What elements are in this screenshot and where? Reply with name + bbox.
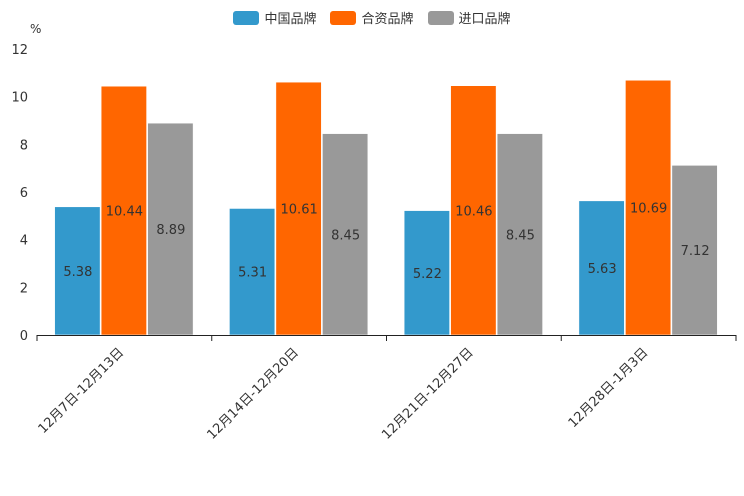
data-label: 7.12 (681, 244, 710, 259)
x-tick-label: 12月28日-1月3日 (566, 345, 652, 431)
legend-label-import-brand: 进口品牌 (458, 12, 511, 27)
x-tick-label: 12月21日-12月27日 (379, 345, 476, 442)
legend-label-joint-venture-brand: 合资品牌 (361, 12, 414, 27)
data-label: 5.22 (413, 267, 442, 282)
data-label: 10.44 (106, 205, 143, 220)
bar (578, 200, 625, 336)
legend-label-china-brand: 中国品牌 (264, 12, 317, 27)
data-label: 8.45 (506, 228, 535, 243)
bar (671, 165, 718, 336)
data-label: 5.63 (588, 262, 617, 277)
data-label: 5.31 (238, 266, 267, 281)
bar (147, 122, 194, 336)
x-tick-label: 12月7日-12月13日 (36, 345, 128, 437)
data-label: 10.69 (630, 202, 667, 217)
data-label: 5.38 (63, 265, 92, 280)
data-label: 8.45 (331, 228, 360, 243)
legend: 中国品牌 合资品牌 进口品牌 (0, 8, 744, 27)
bar (275, 81, 322, 336)
bar (322, 133, 369, 336)
y-tick-label: 12 (11, 43, 28, 58)
bar (54, 206, 101, 336)
y-axis-unit-label: % (30, 22, 42, 36)
legend-swatch-china-brand (233, 10, 260, 25)
y-tick-label: 10 (11, 91, 28, 106)
legend-swatch-joint-venture-brand (330, 10, 357, 25)
y-tick-label: 6 (20, 186, 28, 201)
bar (625, 79, 672, 336)
data-label: 8.89 (156, 223, 185, 238)
bar (496, 133, 543, 336)
y-tick-label: 8 (20, 138, 28, 153)
x-tick-label: 12月14日-12月20日 (204, 345, 301, 442)
data-label: 10.46 (455, 204, 492, 219)
y-tick-label: 2 (20, 281, 28, 296)
bar (100, 85, 147, 336)
y-tick-label: 0 (20, 329, 28, 344)
bar (403, 210, 450, 336)
legend-item-import-brand[interactable]: 进口品牌 (427, 8, 511, 27)
y-tick-label: 4 (20, 234, 28, 249)
legend-item-joint-venture-brand[interactable]: 合资品牌 (330, 8, 414, 27)
bar (229, 208, 276, 336)
legend-item-china-brand[interactable]: 中国品牌 (233, 8, 316, 27)
legend-swatch-import-brand (427, 10, 454, 25)
data-label: 10.61 (281, 203, 318, 218)
